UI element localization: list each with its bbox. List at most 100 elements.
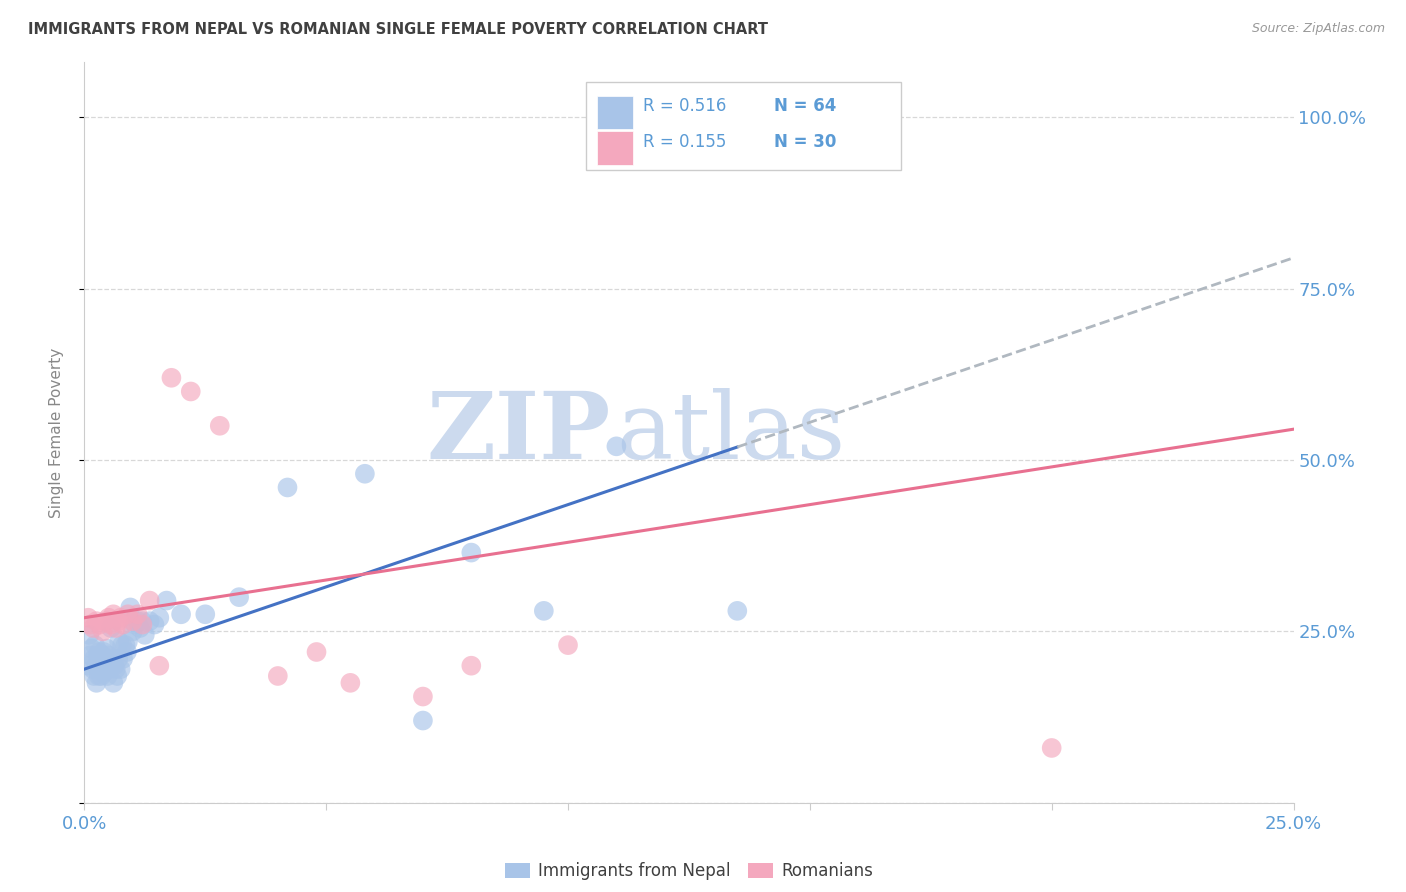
Point	[110, 610, 132, 624]
Point	[89, 617, 111, 632]
Point	[115, 645, 138, 659]
Point	[80, 641, 103, 656]
Point	[121, 614, 143, 628]
Point	[100, 658, 122, 673]
Point	[87, 645, 110, 659]
FancyBboxPatch shape	[598, 131, 633, 165]
Text: R = 0.155: R = 0.155	[643, 133, 727, 151]
Point	[148, 610, 170, 624]
Point	[93, 665, 115, 680]
Point	[143, 617, 166, 632]
Point	[460, 545, 482, 559]
Point	[460, 658, 482, 673]
Point	[107, 652, 129, 666]
Point	[138, 614, 160, 628]
Point	[97, 648, 120, 663]
Text: ZIP: ZIP	[426, 388, 610, 477]
Point	[97, 669, 120, 683]
Point	[79, 617, 101, 632]
Point	[97, 610, 120, 624]
Point	[84, 638, 107, 652]
Point	[267, 669, 290, 683]
Point	[117, 634, 139, 648]
Point	[86, 614, 108, 628]
Point	[103, 607, 125, 622]
Point	[112, 617, 135, 632]
Point	[108, 634, 131, 648]
Point	[127, 607, 149, 622]
Point	[339, 676, 361, 690]
Point	[77, 628, 100, 642]
Point	[155, 593, 177, 607]
Point	[160, 371, 183, 385]
Point	[120, 600, 142, 615]
Point	[170, 607, 193, 622]
Point	[110, 662, 132, 676]
Point	[94, 614, 117, 628]
Point	[134, 628, 156, 642]
Point	[208, 418, 231, 433]
FancyBboxPatch shape	[586, 82, 901, 169]
Point	[86, 658, 108, 673]
Text: atlas: atlas	[616, 388, 845, 477]
Point	[129, 621, 152, 635]
Point	[412, 714, 434, 728]
Point	[131, 614, 153, 628]
Text: IMMIGRANTS FROM NEPAL VS ROMANIAN SINGLE FEMALE POVERTY CORRELATION CHART: IMMIGRANTS FROM NEPAL VS ROMANIAN SINGLE…	[28, 22, 768, 37]
Point	[354, 467, 377, 481]
Point	[100, 617, 122, 632]
Point	[305, 645, 328, 659]
Point	[117, 607, 139, 622]
Legend: Immigrants from Nepal, Romanians: Immigrants from Nepal, Romanians	[498, 855, 880, 887]
Text: Source: ZipAtlas.com: Source: ZipAtlas.com	[1251, 22, 1385, 36]
Point	[87, 648, 110, 663]
Point	[114, 638, 136, 652]
Point	[228, 590, 250, 604]
Point	[100, 621, 122, 635]
Point	[90, 669, 112, 683]
Point	[82, 662, 104, 676]
Point	[77, 610, 100, 624]
Point	[83, 669, 105, 683]
Point	[104, 621, 127, 635]
Text: N = 30: N = 30	[773, 133, 837, 151]
Point	[127, 614, 149, 628]
Point	[1040, 741, 1063, 756]
Point	[148, 658, 170, 673]
Point	[131, 617, 153, 632]
Point	[97, 662, 120, 676]
Point	[605, 439, 627, 453]
Point	[79, 648, 101, 663]
Point	[87, 669, 110, 683]
Y-axis label: Single Female Poverty: Single Female Poverty	[49, 348, 63, 517]
Text: N = 64: N = 64	[773, 97, 837, 115]
Point	[90, 662, 112, 676]
Point	[86, 676, 108, 690]
Point	[103, 658, 125, 673]
Point	[91, 624, 114, 639]
Point	[112, 652, 135, 666]
Point	[89, 658, 111, 673]
Point	[121, 624, 143, 639]
Point	[82, 621, 104, 635]
Point	[94, 662, 117, 676]
Point	[103, 676, 125, 690]
Point	[83, 652, 105, 666]
Point	[180, 384, 202, 399]
Point	[105, 669, 128, 683]
Point	[194, 607, 217, 622]
Point	[276, 480, 298, 494]
Point	[91, 648, 114, 663]
Point	[101, 652, 124, 666]
FancyBboxPatch shape	[598, 95, 633, 129]
Point	[96, 641, 118, 656]
Point	[77, 658, 100, 673]
Point	[104, 662, 127, 676]
Point	[533, 604, 555, 618]
Point	[124, 617, 146, 632]
Point	[557, 638, 579, 652]
Point	[111, 638, 134, 652]
Point	[725, 604, 748, 618]
Point	[91, 655, 114, 669]
Point	[98, 658, 121, 673]
